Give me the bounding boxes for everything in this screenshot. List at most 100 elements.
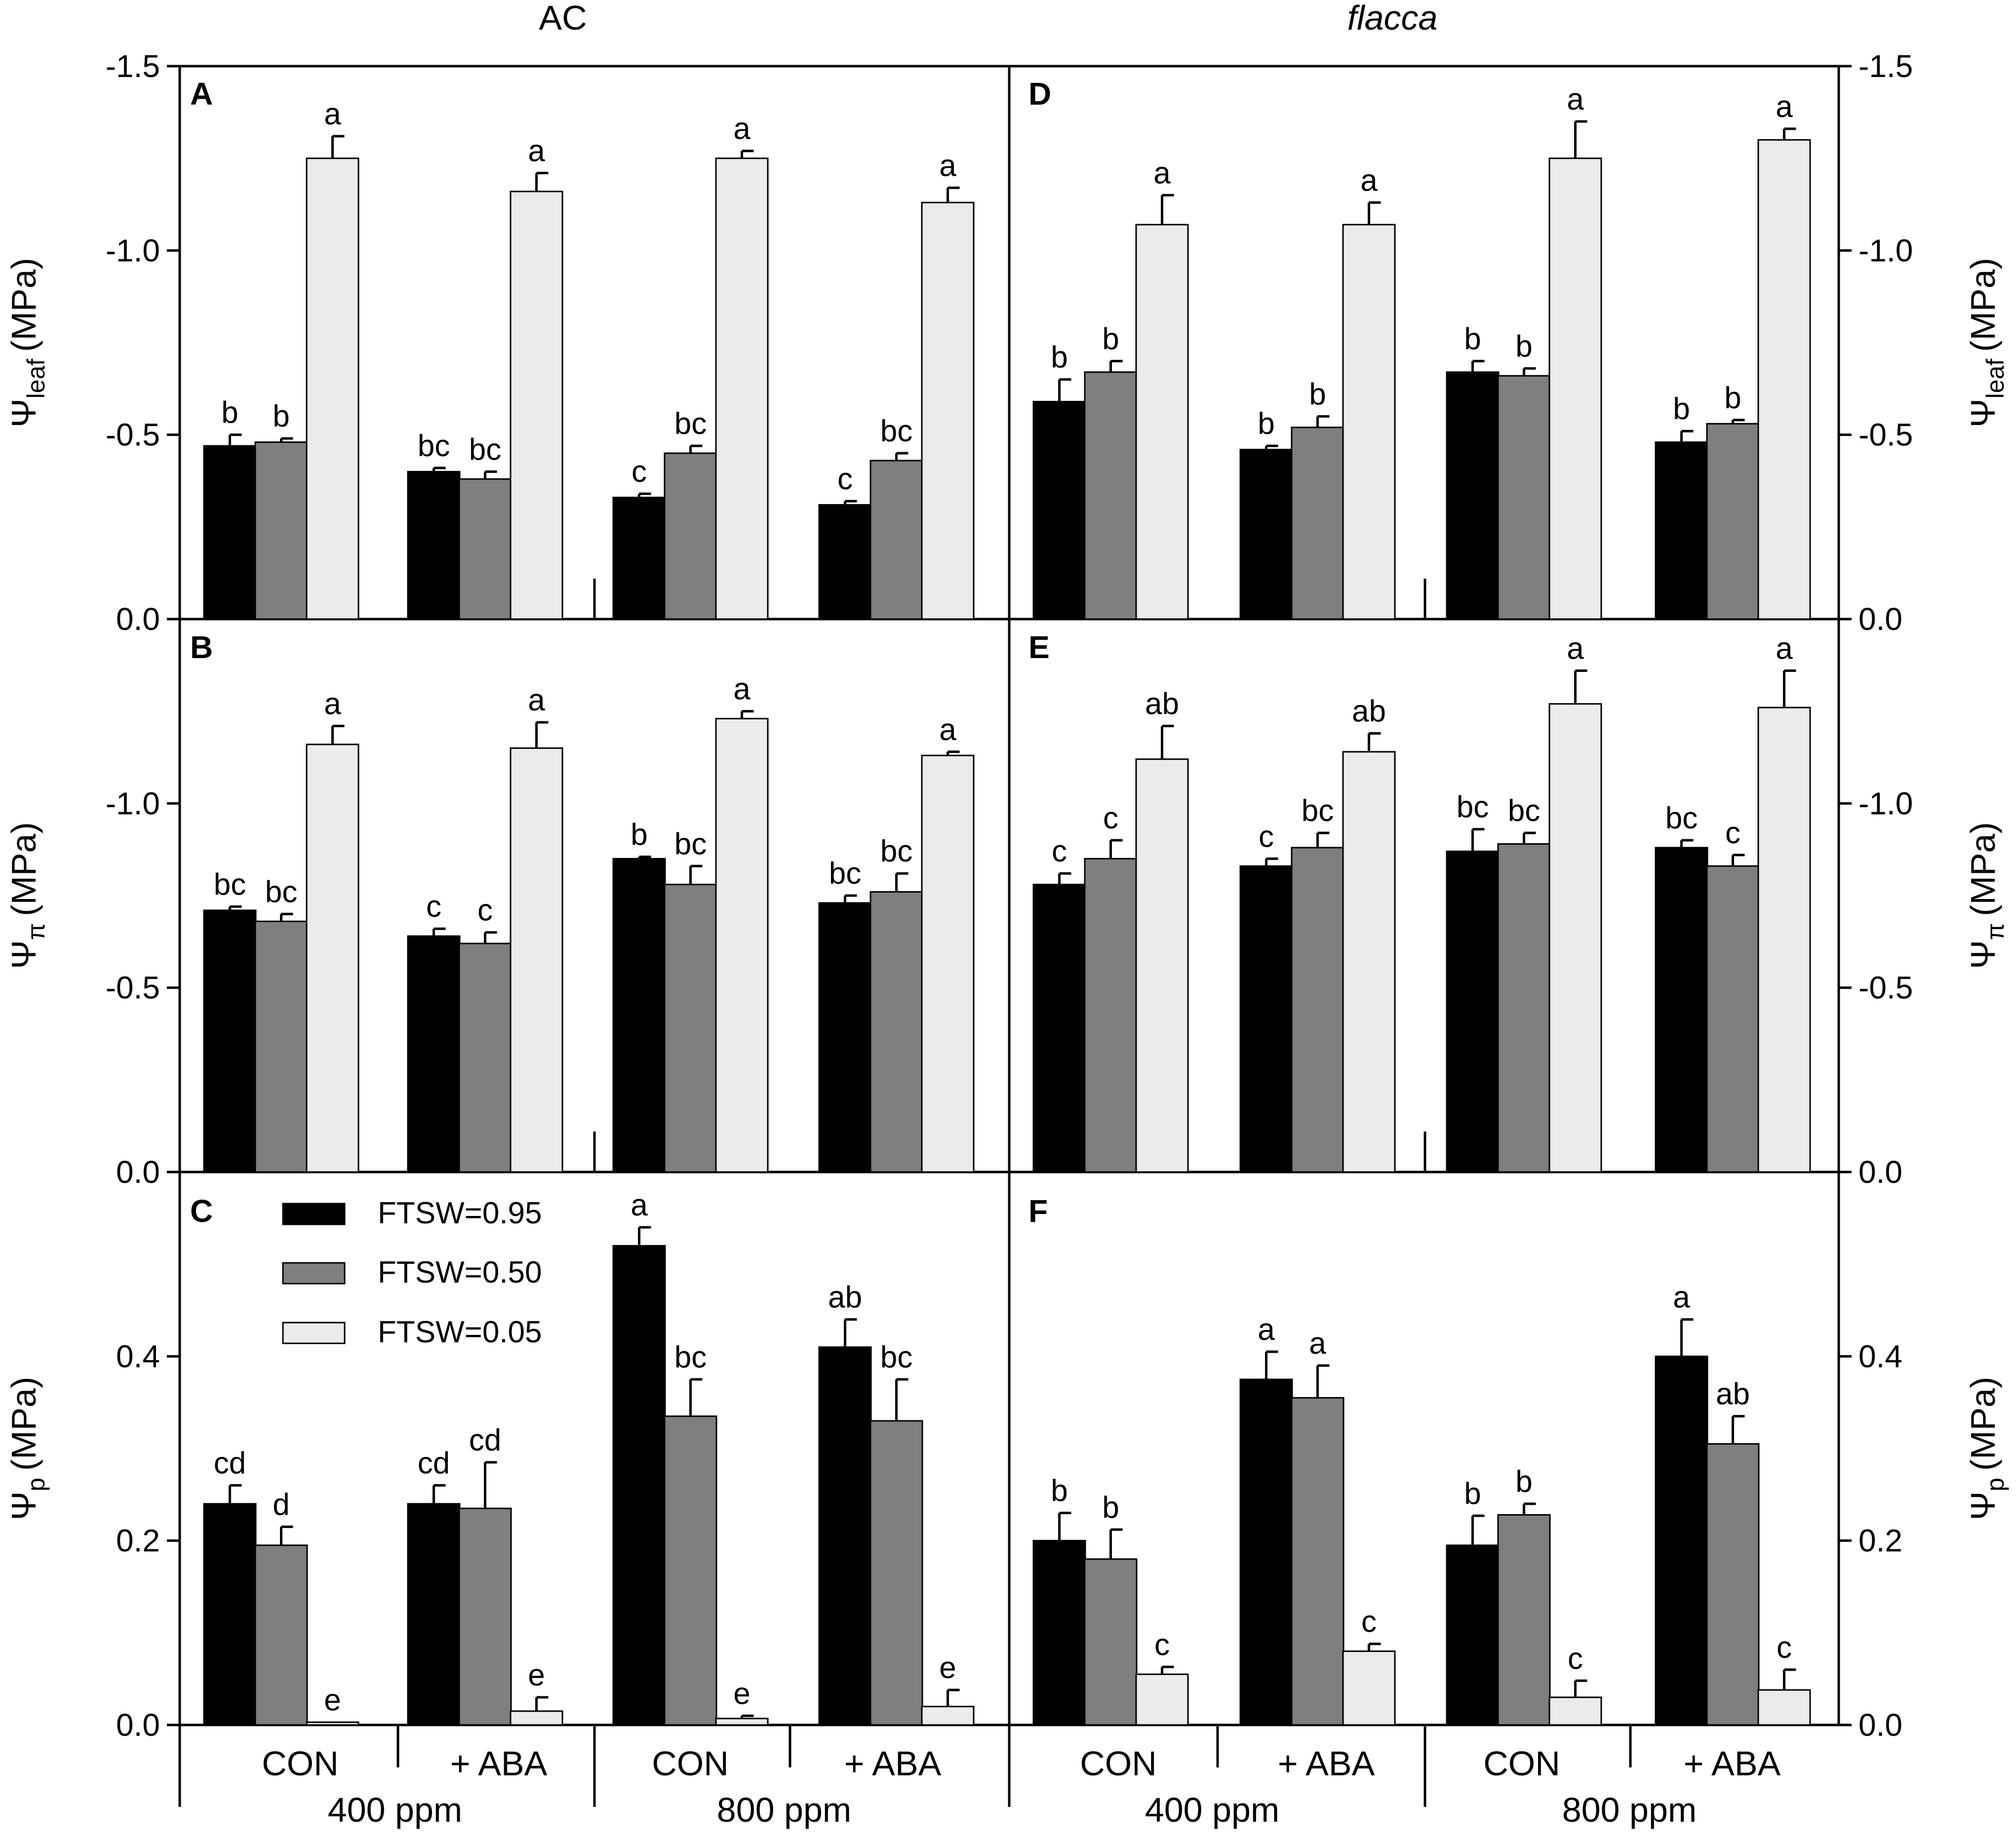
panel-c-ytick-label: 0.0	[116, 1707, 160, 1743]
ylabel-panel-a-left: Ψleaf (MPa)	[4, 258, 50, 428]
panel-a-bar	[715, 157, 769, 620]
panel-c-bar	[458, 1507, 512, 1726]
panel-d-significance-letter: b	[1258, 407, 1274, 441]
panel-f-ytick-label: 0.0	[1858, 1707, 1902, 1743]
panel-e-significance-letter: bc	[1508, 794, 1540, 828]
panel-label-f: F	[1028, 1193, 1048, 1229]
panel-a-significance-letter: b	[273, 399, 289, 433]
panel-b-significance-letter: bc	[265, 875, 297, 909]
panel-a-ytick-label: -1.5	[106, 48, 160, 84]
panel-a-bar	[306, 157, 359, 620]
panel-e-bar	[1291, 847, 1344, 1173]
panel-e-significance-letter: c	[1052, 834, 1067, 868]
panel-b-bar	[407, 935, 461, 1173]
panel-d-bar	[1757, 139, 1811, 620]
panel-e-significance-letter: bc	[1302, 794, 1334, 828]
panel-e-significance-letter: ab	[1145, 687, 1179, 721]
treatment-label-ac-400-con: CON	[262, 1744, 339, 1783]
panel-e-significance-letter: c	[1725, 816, 1740, 850]
panel-e-bar	[1239, 865, 1293, 1173]
panel-e-significance-letter: c	[1259, 820, 1274, 854]
panel-a-bar	[664, 452, 717, 620]
panel-e-ytick-label: -0.5	[1858, 970, 1913, 1006]
panel-b-bar	[870, 891, 923, 1173]
panel-label-e: E	[1028, 629, 1050, 665]
panel-c-bar	[510, 1710, 563, 1726]
panel-a-significance-letter: a	[939, 149, 956, 183]
panel-f-bar	[1032, 1540, 1086, 1726]
column-title-ac: AC	[539, 0, 587, 37]
panel-d-bar	[1239, 449, 1293, 620]
panel-f-bar	[1757, 1689, 1811, 1726]
panel-c-significance-letter: a	[631, 1188, 648, 1222]
ylabel-panel-d-right: Ψleaf (MPa)	[1964, 258, 2009, 428]
panel-a-bar	[254, 441, 308, 620]
panel-f-ytick-label: 0.4	[1858, 1338, 1902, 1374]
panel-c-bar	[407, 1503, 461, 1726]
panel-b-bar	[203, 909, 257, 1173]
panel-f-bar	[1135, 1673, 1189, 1726]
panel-d-bar	[1084, 371, 1138, 620]
panel-c-significance-letter: cd	[214, 1447, 246, 1481]
legend-label-ftsw-005: FTSW=0.05	[378, 1315, 542, 1349]
ylabel-unit: (MPa)	[4, 1377, 43, 1471]
ylabel-unit: (MPa)	[4, 258, 43, 352]
panel-d-significance-letter: b	[1102, 322, 1119, 356]
panel-b-significance-letter: c	[426, 890, 441, 924]
ylabel-unit: (MPa)	[4, 822, 43, 916]
panel-d-ytick-label: -1.5	[1858, 48, 1913, 84]
panel-e-bar	[1655, 847, 1708, 1173]
panel-e-ytick-label: 0.0	[1858, 1154, 1902, 1190]
panel-a-significance-letter: a	[324, 97, 341, 131]
panel-d-bar	[1706, 423, 1760, 620]
ylabel-subscript: π	[22, 923, 50, 940]
ylabel-subscript: π	[1981, 923, 2009, 940]
panel-a-significance-letter: bc	[674, 407, 707, 441]
panel-b-significance-letter: bc	[829, 857, 861, 891]
panel-f-bar	[1446, 1544, 1500, 1726]
panel-d-ytick-label: -1.0	[1858, 233, 1913, 268]
panel-e-ytick-label: -1.0	[1858, 785, 1913, 821]
panel-f-bar	[1291, 1397, 1344, 1726]
ylabel-unit: (MPa)	[1964, 1377, 2002, 1471]
panel-e-bar	[1757, 706, 1811, 1173]
panel-e-bar	[1342, 751, 1396, 1173]
panel-c-significance-letter: bc	[880, 1340, 912, 1374]
ylabel-psi: Ψ	[1964, 940, 2002, 969]
panel-d-significance-letter: a	[1776, 90, 1793, 124]
legend-swatch-ftsw-050	[282, 1262, 346, 1285]
panel-c-significance-letter: e	[528, 1658, 545, 1692]
treatment-label-fl-800-aba: + ABA	[1684, 1744, 1781, 1783]
panel-b-significance-letter: c	[477, 894, 493, 928]
panel-c-significance-letter: cd	[418, 1447, 450, 1481]
panel-c-bar	[715, 1718, 769, 1726]
legend-label-ftsw-095: FTSW=0.95	[378, 1196, 542, 1230]
panel-a-ytick-label: -0.5	[106, 417, 160, 453]
panel-c-significance-letter: bc	[674, 1340, 707, 1374]
panel-d-significance-letter: a	[1153, 156, 1171, 190]
panel-d-bar	[1291, 427, 1344, 620]
co2-label-ac-800: 800 ppm	[717, 1791, 851, 1829]
panel-f-significance-letter: b	[1515, 1465, 1532, 1499]
column-title-flacca: flacca	[1347, 0, 1438, 37]
panel-b-bar	[458, 942, 512, 1173]
panel-f-bar	[1342, 1650, 1396, 1726]
treatment-label-fl-400-con: CON	[1080, 1744, 1157, 1783]
ylabel-psi: Ψ	[4, 940, 43, 969]
legend-label-ftsw-050: FTSW=0.50	[378, 1255, 542, 1290]
ylabel-panel-c-left: Ψp (MPa)	[4, 1377, 50, 1521]
panel-a-ytick-label: 0.0	[116, 601, 160, 637]
panel-b-bar	[306, 743, 359, 1173]
panel-a-bar	[510, 191, 563, 620]
panel-d-significance-letter: b	[1515, 329, 1532, 363]
treatment-label-fl-400-aba: + ABA	[1278, 1744, 1375, 1783]
panel-e-bar	[1706, 865, 1760, 1173]
panel-a-significance-letter: c	[632, 455, 647, 489]
category-axis	[178, 1725, 1632, 1807]
ylabel-panel-e-right: Ψπ (MPa)	[1964, 822, 2009, 969]
panel-d-bar	[1342, 224, 1396, 620]
panel-b-ytick-label: 0.0	[116, 1154, 160, 1190]
ylabel-unit: (MPa)	[1964, 822, 2002, 916]
panel-d-ytick-label: -0.5	[1858, 417, 1913, 453]
panel-b-significance-letter: a	[324, 687, 341, 721]
